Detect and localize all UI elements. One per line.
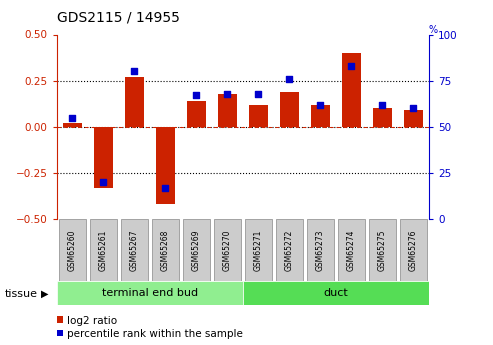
Point [223,91,231,96]
Bar [59,219,86,281]
Point [192,93,200,98]
Text: GSM65271: GSM65271 [254,229,263,271]
Text: duct: duct [323,288,348,298]
Bar [342,53,361,127]
Text: GSM65273: GSM65273 [316,229,325,271]
Point [285,76,293,81]
Text: GSM65269: GSM65269 [192,229,201,271]
Bar [369,219,396,281]
Text: GSM65267: GSM65267 [130,229,139,271]
Bar [156,127,175,204]
Text: GSM65276: GSM65276 [409,229,418,271]
Text: terminal end bud: terminal end bud [102,288,198,298]
Bar [94,127,112,188]
Point [99,179,107,185]
Point [254,91,262,96]
Point [317,102,324,107]
Bar [90,219,117,281]
Bar [152,219,179,281]
Bar [57,281,243,305]
Text: GSM65270: GSM65270 [223,229,232,271]
Text: GSM65268: GSM65268 [161,229,170,271]
Bar [218,93,237,127]
Text: %: % [429,24,438,34]
Text: GSM65275: GSM65275 [378,229,387,271]
Bar [307,219,334,281]
Text: ▶: ▶ [40,289,48,299]
Text: GDS2115 / 14955: GDS2115 / 14955 [57,10,179,24]
Bar [338,219,365,281]
Bar [187,101,206,127]
Point [130,69,138,74]
Point [68,115,76,120]
Bar [249,105,268,127]
Bar [243,281,429,305]
Text: log2 ratio: log2 ratio [67,316,117,325]
Bar [245,219,272,281]
Text: GSM65260: GSM65260 [68,229,77,271]
Bar [311,105,330,127]
Bar [276,219,303,281]
Point [161,185,169,190]
Bar [213,219,241,281]
Text: percentile rank within the sample: percentile rank within the sample [67,329,243,339]
Text: GSM65272: GSM65272 [285,229,294,271]
Bar [63,123,81,127]
Bar [121,219,148,281]
Point [410,106,418,111]
Text: GSM65261: GSM65261 [99,229,108,271]
Point [379,102,387,107]
Bar [280,92,299,127]
Bar [182,219,210,281]
Point [348,63,355,69]
Text: GSM65274: GSM65274 [347,229,356,271]
Bar [404,110,423,127]
Text: tissue: tissue [5,289,38,299]
Bar [125,77,143,127]
Bar [373,108,391,127]
Bar [400,219,427,281]
